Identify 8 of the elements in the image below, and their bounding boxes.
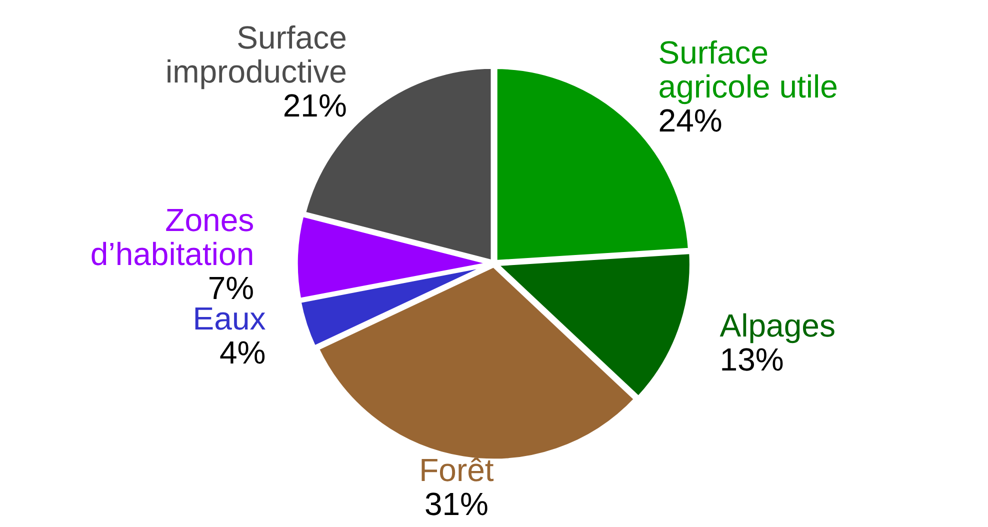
slice-label: Zones d’habitation: [90, 202, 254, 272]
slice-label: Forêt: [419, 452, 494, 488]
slice-label: Surface agricole utile: [658, 34, 838, 104]
data-label: 21%: [282, 88, 347, 124]
data-label: 4%: [219, 334, 266, 370]
data-label: 31%: [424, 486, 488, 522]
slice-label: Surface improductive: [165, 20, 347, 90]
slice-label: Alpages: [720, 308, 836, 344]
